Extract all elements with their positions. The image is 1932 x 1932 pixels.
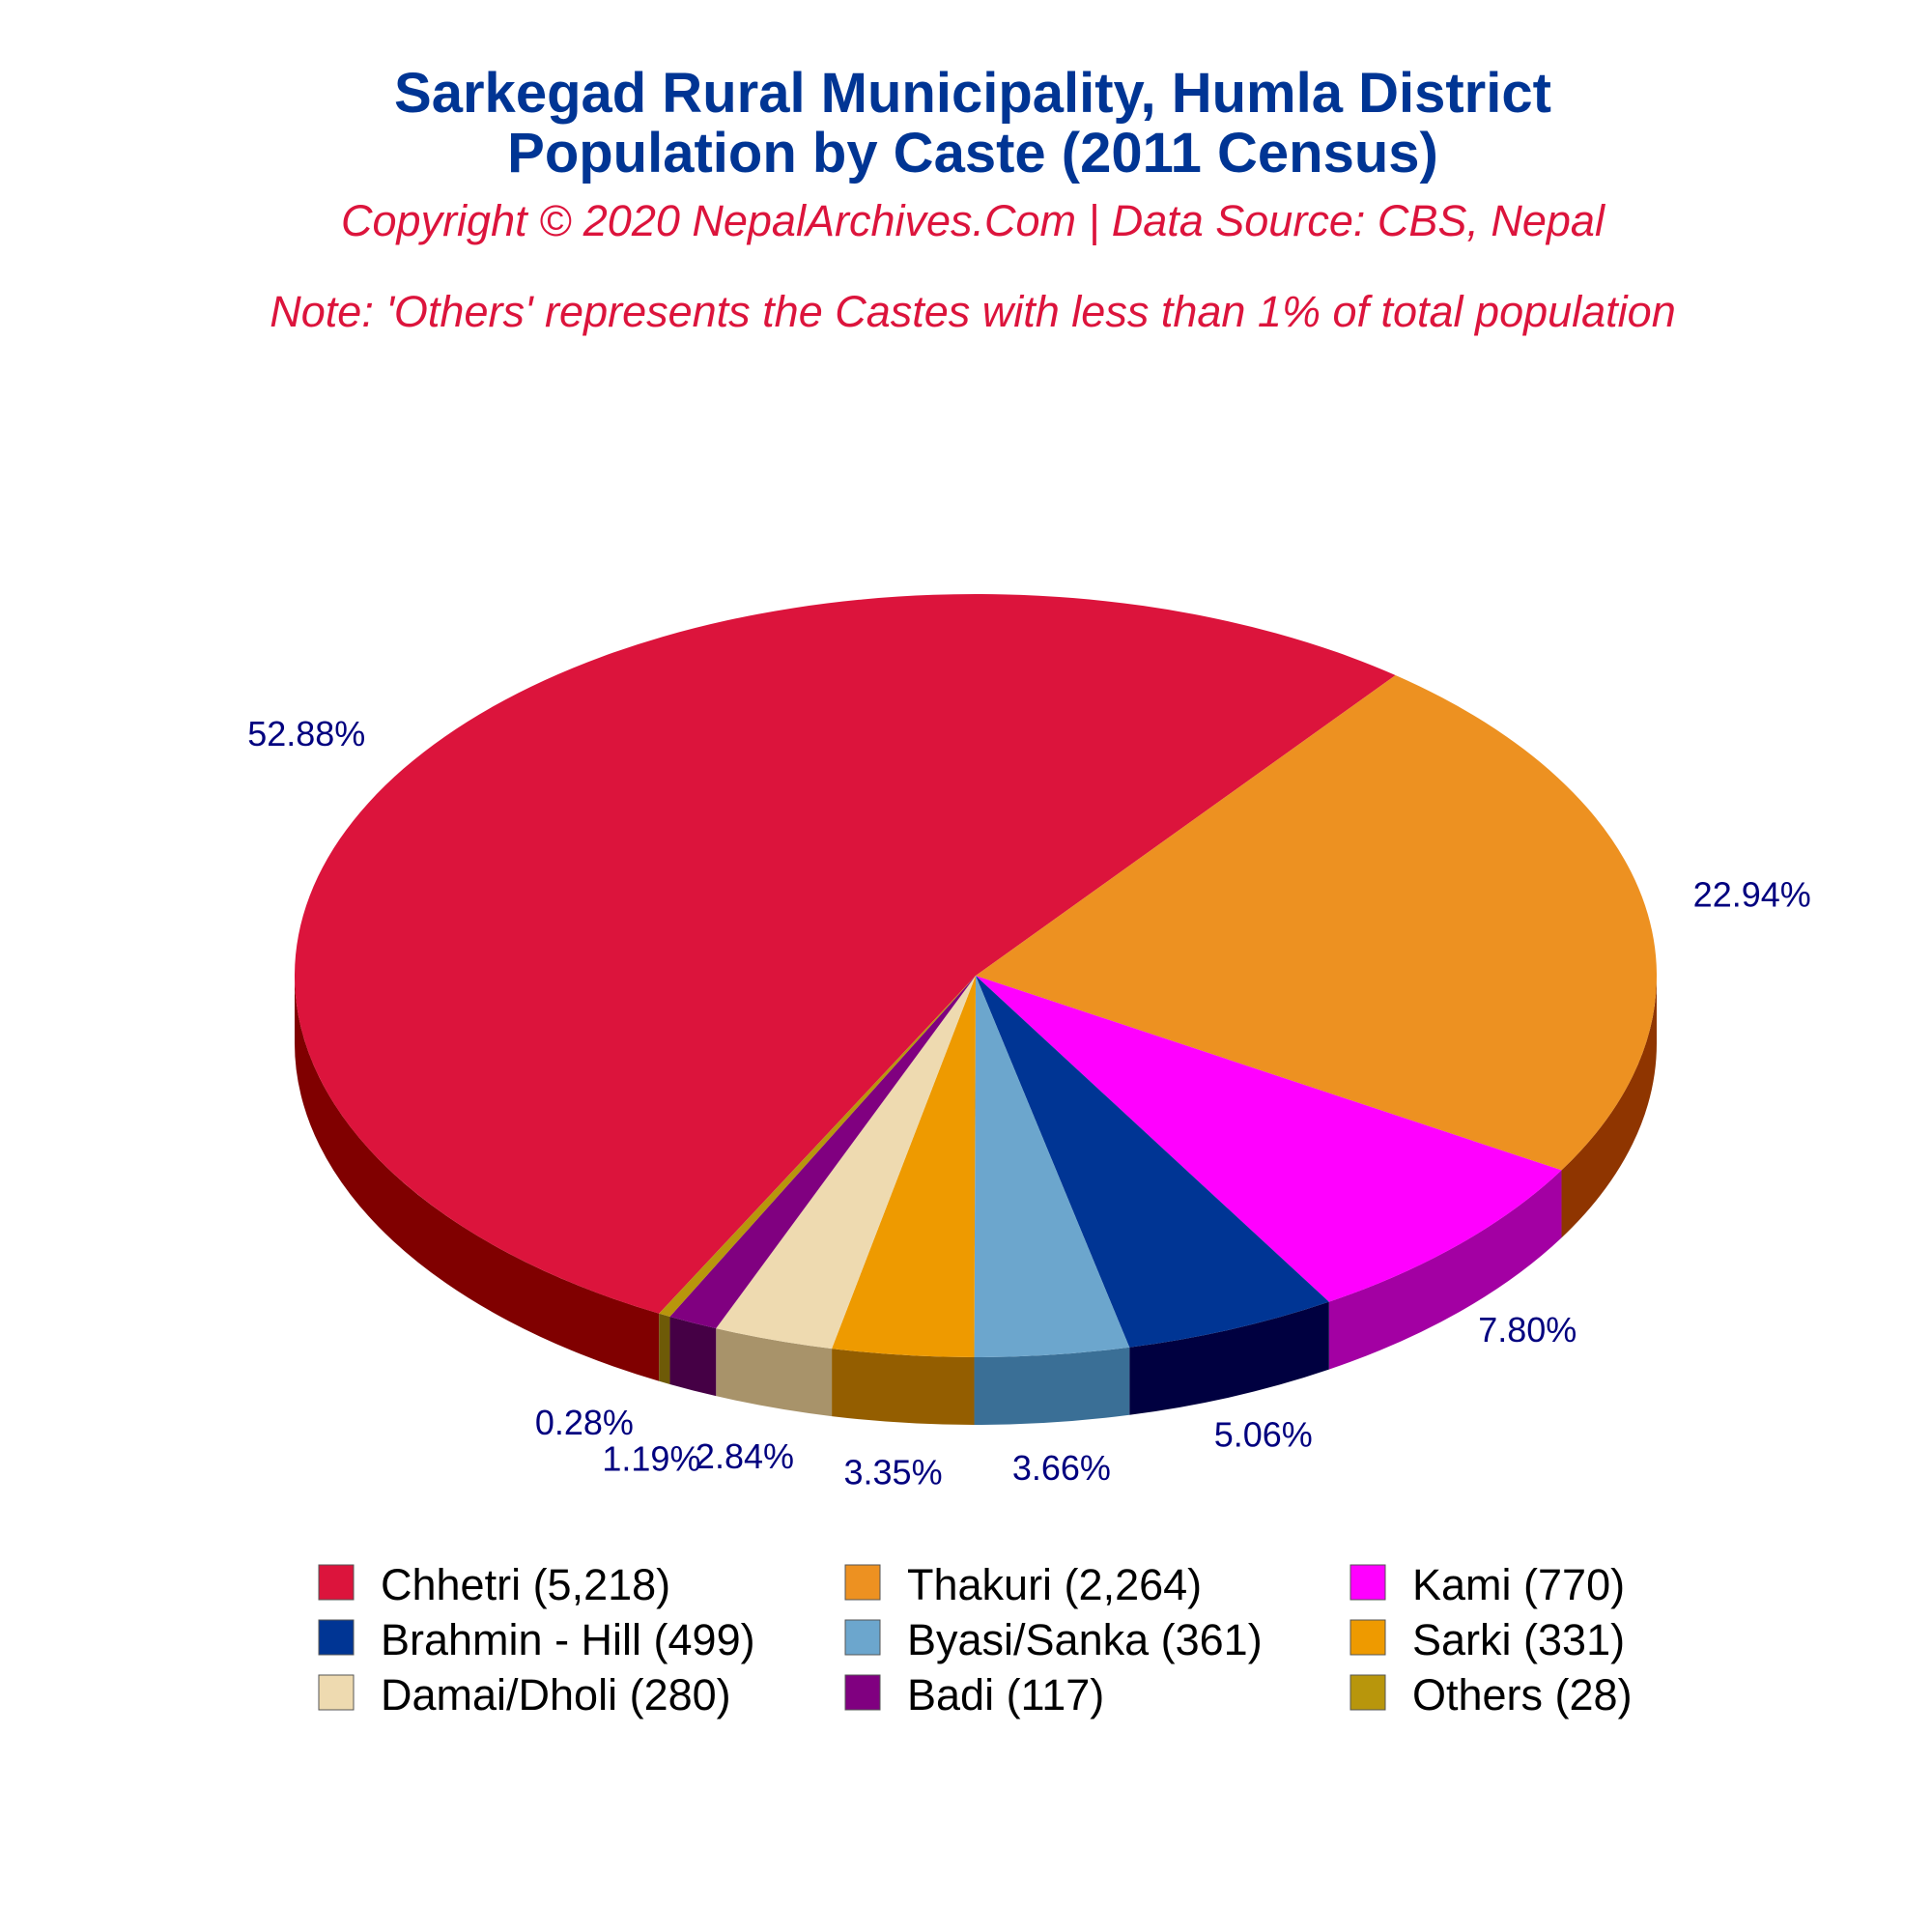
legend: Chhetri (5,218) Thakuri (2,264) Kami (770)…: [318, 1560, 1633, 1719]
note-text: Note: 'Others' represents the Castes wit…: [270, 287, 1675, 336]
slice-side-6: [716, 1328, 833, 1417]
pie-slice-4: [974, 976, 1130, 1357]
legend-swatch-0: [318, 1564, 355, 1601]
chart-title: Sarkegad Rural Municipality, Humla Distr…: [394, 62, 1551, 125]
pie-slice-6: [716, 976, 976, 1350]
percent-label-3: 5.06%: [1214, 1415, 1313, 1455]
legend-swatch-5: [1350, 1619, 1386, 1656]
legend-label-8: Others (28): [1412, 1670, 1633, 1719]
legend-label-4: Byasi/Sanka (361): [907, 1615, 1263, 1664]
percent-label-7: 1.19%: [602, 1439, 700, 1479]
pie-slice-2: [976, 976, 1562, 1302]
pie-slice-7: [669, 976, 976, 1329]
percent-label-0: 52.88%: [247, 714, 365, 753]
legend-label-5: Sarki (331): [1412, 1615, 1625, 1664]
pie-slice-5: [832, 976, 976, 1357]
percent-label-4: 3.66%: [1012, 1448, 1111, 1488]
slice-side-3: [1129, 1301, 1329, 1415]
pie-slice-3: [976, 976, 1329, 1348]
legend-label-6: Damai/Dholi (280): [381, 1670, 731, 1719]
copyright-text: Copyright © 2020 NepalArchives.Com | Dat…: [341, 196, 1606, 245]
legend-label-7: Badi (117): [907, 1670, 1104, 1719]
legend-swatch-6: [318, 1674, 355, 1711]
percent-label-2: 7.80%: [1478, 1310, 1577, 1350]
legend-label-0: Chhetri (5,218): [381, 1560, 670, 1609]
slice-side-1: [1561, 976, 1657, 1238]
slice-side-8: [659, 1313, 670, 1384]
chart-subtitle: Population by Caste (2011 Census): [507, 122, 1438, 185]
legend-swatch-1: [844, 1564, 881, 1601]
slice-side-5: [832, 1349, 975, 1425]
slice-side-7: [669, 1316, 717, 1397]
legend-swatch-2: [1350, 1564, 1386, 1601]
legend-swatch-3: [318, 1619, 355, 1656]
slice-side-0: [295, 976, 660, 1381]
slice-side-4: [974, 1347, 1130, 1425]
percent-label-1: 22.94%: [1693, 874, 1811, 914]
legend-swatch-7: [844, 1674, 881, 1711]
percent-labels: 52.88% 22.94% 7.80% 5.06% 3.66% 3.35% 2.84%1.1…: [247, 714, 1811, 1492]
percent-label-5: 3.35%: [844, 1452, 943, 1492]
pie-slices: [294, 593, 1657, 1357]
percent-label-6: 2.84%: [696, 1436, 794, 1476]
legend-label-2: Kami (770): [1412, 1560, 1625, 1609]
slice-side-2: [1328, 1170, 1562, 1370]
pie-slice-8: [659, 976, 976, 1317]
pie-sides: [295, 976, 1657, 1425]
legend-label-3: Brahmin - Hill (499): [381, 1615, 755, 1664]
pie-slice-0: [294, 593, 1396, 1314]
legend-swatch-8: [1350, 1674, 1386, 1711]
legend-label-1: Thakuri (2,264): [907, 1560, 1202, 1609]
legend-swatch-4: [844, 1619, 881, 1656]
pie-slice-1: [976, 674, 1657, 1171]
percent-label-8: 0.28%: [535, 1403, 634, 1442]
